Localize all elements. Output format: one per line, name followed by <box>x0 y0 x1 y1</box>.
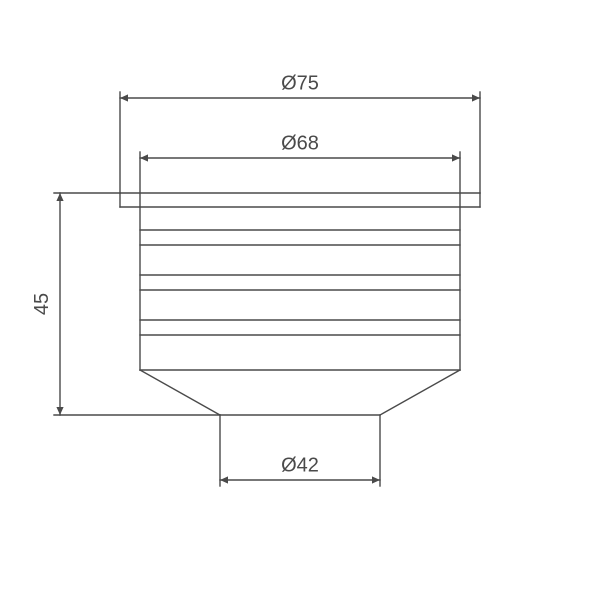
technical-drawing: Ø75 Ø68 Ø42 45 <box>0 0 600 600</box>
svg-text:Ø75: Ø75 <box>281 72 319 94</box>
svg-text:45: 45 <box>31 293 53 315</box>
svg-text:Ø68: Ø68 <box>281 132 319 154</box>
svg-text:Ø42: Ø42 <box>281 454 319 476</box>
